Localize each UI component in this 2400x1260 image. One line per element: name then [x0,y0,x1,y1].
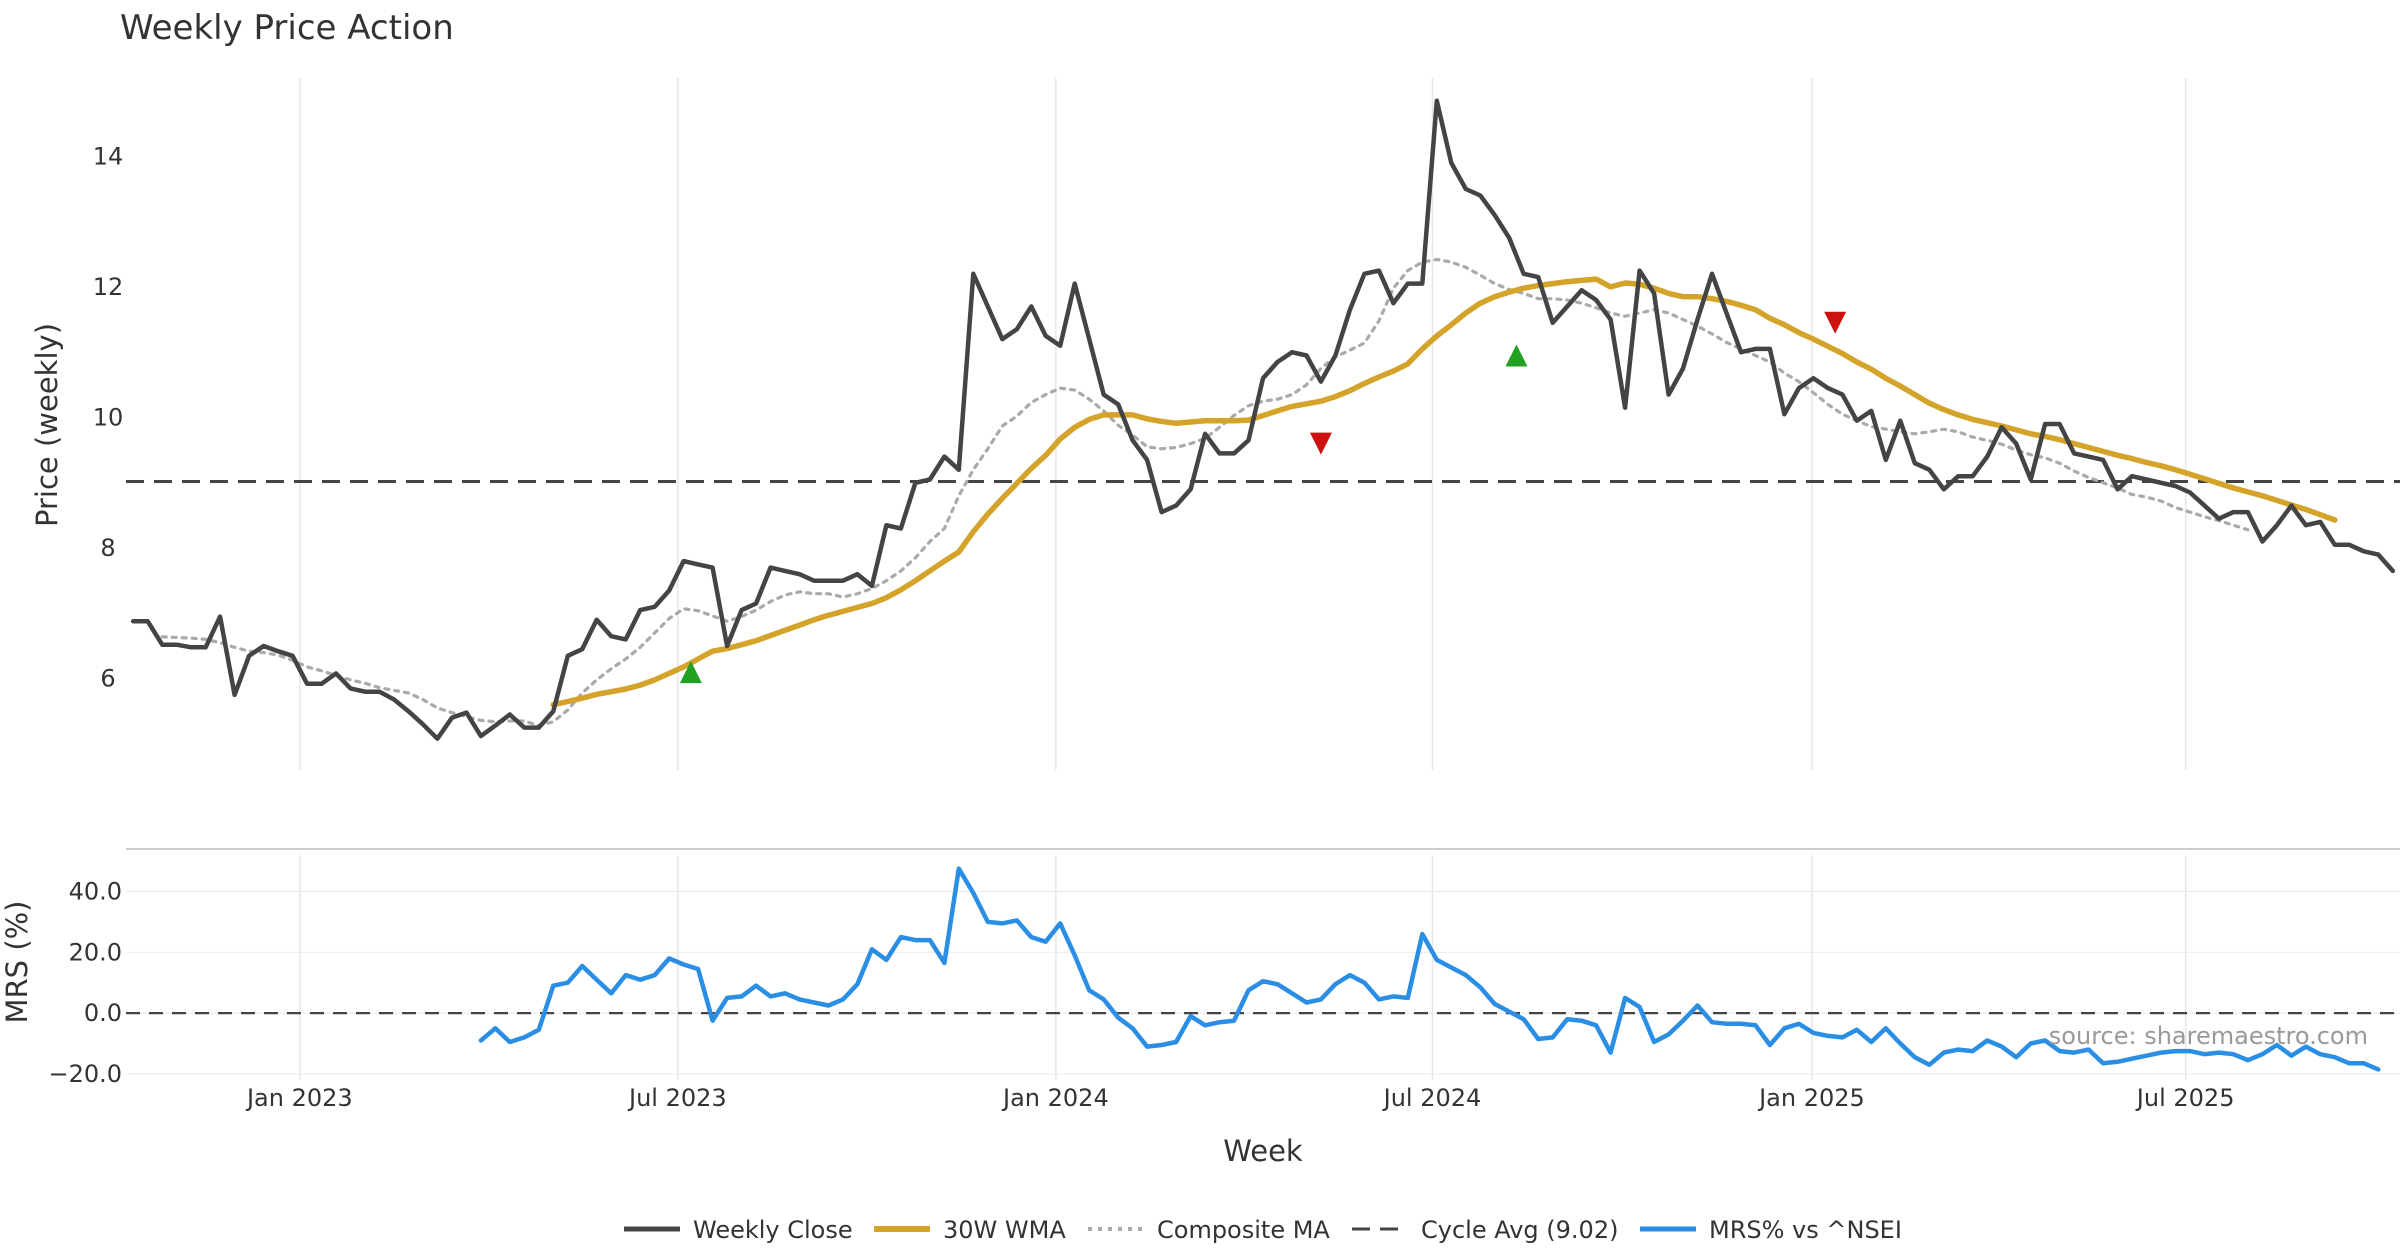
legend: Weekly Close 30W WMA Composite MA Cycle … [624,1216,1902,1244]
mrs-y-tick-label: 20.0 [69,938,122,966]
mrs-y-ticks: −20.0 0.0 20.0 40.0 [48,877,122,1087]
x-tick-label: Jan 2023 [245,1084,353,1112]
sell-signal-marker [1824,311,1847,334]
legend-label-composite-ma: Composite MA [1157,1216,1330,1244]
x-ticks: Jan 2023 Jul 2023 Jan 2024 Jul 2024 Jan 2025… [245,1084,2235,1112]
mrs-series [126,866,2400,1072]
price-y-ticks: 6 8 10 12 14 [93,142,124,692]
buy-signal-marker [679,661,702,684]
series-30w-wma [550,276,2338,708]
series-weekly-close [130,98,2396,741]
series-mrs-vs-nsei [478,866,2381,1072]
x-tick-label: Jul 2024 [1382,1084,1482,1112]
price-y-tick-label: 8 [100,534,115,562]
legend-label-mrs: MRS% vs ^NSEI [1709,1216,1902,1244]
mrs-y-tick-label: 0.0 [84,999,122,1027]
price-y-tick-label: 6 [100,665,115,693]
buy-signal-marker [1505,344,1528,367]
mrs-y-tick-label: 40.0 [69,877,122,905]
x-axis-label: Week [1223,1134,1303,1168]
chart-title: Weekly Price Action [120,8,454,48]
price-y-tick-label: 10 [93,403,124,431]
x-tick-label: Jan 2025 [1757,1084,1865,1112]
price-y-tick-label: 14 [93,142,124,170]
sell-signal-marker [1309,432,1332,455]
mrs-y-axis-label: MRS (%) [0,901,34,1024]
x-tick-label: Jan 2024 [1001,1084,1109,1112]
x-tick-label: Jul 2025 [2135,1084,2235,1112]
price-y-axis-label: Price (weekly) [30,323,64,527]
price-grid [299,78,2187,770]
price-series [126,98,2400,741]
legend-label-cycle-avg: Cycle Avg (9.02) [1421,1216,1618,1244]
mrs-y-tick-label: −20.0 [48,1060,122,1088]
price-markers [679,311,1847,684]
legend-label-weekly-close: Weekly Close [693,1216,853,1244]
series-composite-ma [160,257,2250,728]
price-y-tick-label: 12 [93,273,124,301]
x-tick-label: Jul 2023 [627,1084,727,1112]
legend-label-wma: 30W WMA [943,1216,1066,1244]
source-note: source: sharemaestro.com [2049,1022,2368,1050]
